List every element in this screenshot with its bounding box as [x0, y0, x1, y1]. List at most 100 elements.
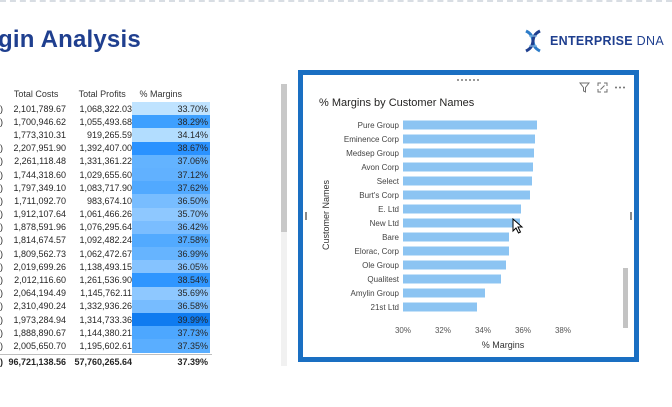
row-truncated-cell: ): [0, 169, 3, 180]
row-total-costs: 1,700,946.62: [13, 116, 66, 127]
bar[interactable]: [403, 120, 537, 130]
row-margin: 38.67%: [132, 141, 210, 155]
table-row[interactable]: ) 2,005,650.70 1,195,602.61 37.35%: [0, 339, 212, 353]
row-total-profits: 1,314,733.36: [79, 314, 132, 325]
bar[interactable]: [403, 302, 477, 312]
chart-scrollbar-thumb[interactable]: [623, 268, 628, 328]
row-total-profits: 1,332,936.26: [79, 301, 132, 312]
table-row[interactable]: ) 1,711,092.70 983,674.10 36.50%: [0, 194, 212, 208]
x-tick-label: 38%: [555, 326, 571, 335]
category-label: Amylin Group: [351, 289, 400, 298]
resize-handle-left[interactable]: [305, 212, 307, 220]
bar[interactable]: [403, 176, 532, 186]
table-row[interactable]: ) 2,261,118.48 1,331,361.22 37.06%: [0, 154, 212, 168]
top-dashed-divider: [0, 0, 672, 2]
category-label: Pure Group: [358, 121, 400, 130]
table-row[interactable]: ) 1,809,562.73 1,062,472.67 36.99%: [0, 247, 212, 261]
bar[interactable]: [403, 148, 534, 158]
bar[interactable]: [403, 190, 530, 200]
row-truncated-cell: ): [0, 340, 3, 351]
bar[interactable]: [403, 232, 509, 242]
row-margin: 36.58%: [132, 299, 210, 313]
row-total-costs: 1,814,674.57: [13, 235, 66, 246]
table-row[interactable]: ) 2,064,194.49 1,145,762.11 35.69%: [0, 286, 212, 300]
header-total-costs[interactable]: Total Costs: [13, 89, 59, 99]
more-options-icon[interactable]: [614, 81, 626, 93]
table-row[interactable]: ) 1,797,349.10 1,083,717.90 37.62%: [0, 181, 212, 195]
row-total-profits: 1,138,493.15: [79, 261, 132, 272]
row-truncated-cell: ): [0, 275, 3, 286]
bar[interactable]: [403, 288, 485, 298]
table-row[interactable]: ) 2,310,490.24 1,332,936.26 36.58%: [0, 299, 212, 313]
category-label: New Ltd: [370, 219, 399, 228]
table-row[interactable]: ) 1,814,674.57 1,092,482.24 37.58%: [0, 233, 212, 248]
row-total-profits: 1,331,361.22: [79, 156, 132, 167]
table-row[interactable]: ) 1,700,946.62 1,055,493.68 38.29%: [0, 115, 212, 129]
row-total-costs: 2,005,650.70: [13, 340, 66, 351]
table-row[interactable]: ) 2,101,789.67 1,068,322.03 33.70%: [0, 102, 212, 116]
chart-card[interactable]: % Margins by Customer Names Pure Group Em…: [298, 70, 639, 362]
row-total-costs: 2,064,194.49: [13, 288, 66, 299]
row-total-costs: 2,310,490.24: [13, 301, 66, 312]
brand-name-text: ENTERPRISE: [550, 34, 633, 48]
table-total-row: ) 96,721,138.56 57,760,265.64 37.39%: [0, 353, 212, 369]
bar[interactable]: [403, 260, 506, 270]
table-row[interactable]: ) 2,012,116.60 1,261,536.90 38.54%: [0, 273, 212, 287]
bar[interactable]: [403, 134, 535, 144]
row-total-costs: 2,012,116.60: [14, 275, 66, 286]
table-scrollbar-thumb[interactable]: [281, 84, 287, 232]
row-total-costs: 1,973,284.94: [13, 314, 66, 325]
brand-name: ENTERPRISE DNA: [550, 34, 664, 48]
table-row[interactable]: ) 1,878,591.96 1,076,295.64 36.42%: [0, 220, 212, 234]
drag-grip-icon[interactable]: [450, 77, 486, 83]
row-total-costs: 1,878,591.96: [13, 222, 66, 233]
row-total-costs: 1,744,318.60: [13, 169, 66, 180]
row-total-profits: 1,029,655.60: [79, 169, 132, 180]
bar[interactable]: [403, 218, 520, 228]
category-label: Medsep Group: [346, 149, 399, 158]
row-truncated-cell: ): [0, 261, 3, 272]
category-label: Eminence Corp: [344, 135, 400, 144]
x-axis-label: % Margins: [482, 340, 525, 350]
table-row[interactable]: ) 1,973,284.94 1,314,733.36 39.99%: [0, 313, 212, 327]
bar[interactable]: [403, 204, 521, 214]
bar[interactable]: [403, 246, 509, 256]
table-scrollbar[interactable]: [281, 84, 287, 366]
row-margin: 37.06%: [132, 154, 210, 168]
table-row[interactable]: 1,773,310.31 919,265.59 34.14%: [0, 128, 212, 142]
bar[interactable]: [403, 162, 533, 172]
table-row[interactable]: ) 1,912,107.64 1,061,466.26 35.70%: [0, 207, 212, 221]
header-margins[interactable]: % Margins: [139, 89, 182, 99]
row-margin: 36.05%: [132, 260, 210, 274]
table-row[interactable]: ) 1,888,890.67 1,144,380.21 37.73%: [0, 326, 212, 340]
dna-helix-icon: [525, 29, 541, 53]
row-truncated-cell: ): [0, 222, 3, 233]
focus-mode-icon[interactable]: [596, 81, 608, 93]
row-total-profits: 1,145,762.11: [80, 288, 132, 299]
row-total-profits: 1,392,407.00: [79, 143, 132, 154]
table-row[interactable]: ) 1,744,318.60 1,029,655.60 37.12%: [0, 167, 212, 182]
row-truncated-cell: ): [0, 116, 3, 127]
row-margin: 35.70%: [132, 207, 210, 221]
x-tick-label: 36%: [515, 326, 531, 335]
brand-name-suffix: DNA: [636, 34, 664, 48]
row-truncated-cell: ): [0, 182, 3, 193]
filter-icon[interactable]: [578, 81, 590, 93]
category-label: E. Ltd: [378, 205, 399, 214]
bar-chart: Pure Group Eminence Corp Medsep Group Avon …: [321, 120, 571, 350]
row-total-costs: 1,912,107.64: [13, 209, 66, 220]
header-total-profits[interactable]: Total Profits: [78, 89, 126, 99]
row-margin: 37.62%: [132, 181, 210, 195]
table-row[interactable]: ) 2,207,951.90 1,392,407.00 38.67%: [0, 141, 212, 155]
category-label: Qualitest: [367, 275, 399, 284]
row-total-costs: 1,711,092.70: [14, 195, 66, 206]
row-truncated-cell: ): [0, 143, 3, 154]
resize-handle-right[interactable]: [630, 212, 632, 220]
margins-table: Total Costs Total Profits % Margins ) 2,1…: [0, 86, 212, 369]
chart-scrollbar[interactable]: [623, 115, 628, 330]
total-truncated: ): [0, 356, 3, 367]
row-total-costs: 1,773,310.31: [13, 129, 66, 140]
table-row[interactable]: ) 2,019,699.26 1,138,493.15 36.05%: [0, 260, 212, 274]
bar[interactable]: [403, 274, 501, 284]
row-truncated-cell: ): [0, 209, 3, 220]
